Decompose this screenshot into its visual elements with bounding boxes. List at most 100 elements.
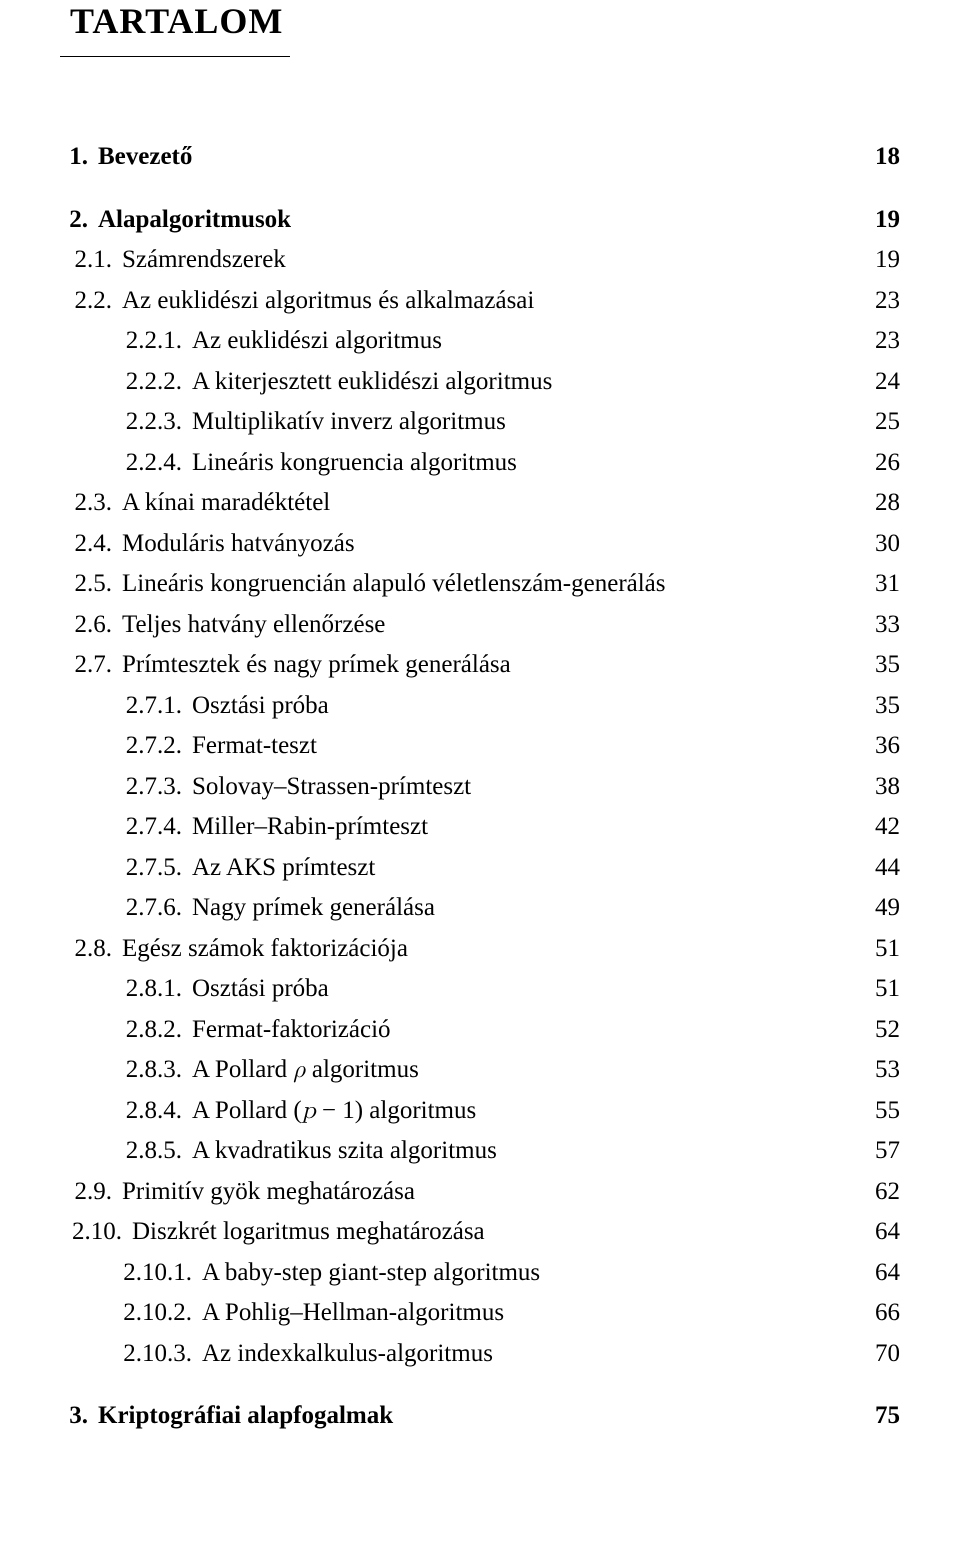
- toc-label: 1. Bevezető: [60, 137, 855, 178]
- toc-row: 2.7.3.Solovay–Strassen-prímteszt38: [60, 767, 900, 808]
- toc-page-number: 62: [855, 1172, 900, 1213]
- toc-label: 2.1.Számrendszerek: [60, 240, 855, 281]
- toc-number: 2.8.1.: [112, 969, 182, 1010]
- toc-page-number: 25: [855, 402, 900, 443]
- toc-text: Teljes hatvány ellenőrzése: [122, 611, 385, 638]
- toc-page-number: 28: [855, 483, 900, 524]
- toc-label: 2.2.3. Multiplikatív inverz algoritmus: [112, 402, 855, 443]
- toc-row: 2.8.5. A kvadratikus szita algoritmus 57: [60, 1131, 900, 1172]
- toc-number: 2.8.5.: [112, 1131, 182, 1172]
- page-content: TARTALOM 1.Bevezető182.Alapalgoritmusok1…: [0, 0, 960, 1477]
- toc-label: 2.7.2.Fermat-teszt: [112, 726, 855, 767]
- toc-text: Solovay–Strassen-prímteszt: [192, 773, 471, 800]
- toc-number: 1.: [60, 137, 88, 178]
- toc-row: 2.3.A kínai maradéktétel28: [60, 483, 900, 524]
- toc-page-number: 36: [855, 726, 900, 767]
- toc-label: 2.7.6.Nagy prímek generálása: [112, 888, 855, 929]
- toc-label: 2.7.Prímtesztek és nagy prímek generálás…: [60, 645, 855, 686]
- toc-row: 2.7.2.Fermat-teszt36: [60, 726, 900, 767]
- toc-page-number: 19: [855, 240, 900, 281]
- toc-text: Az euklidészi algoritmus és alkalmazásai: [122, 287, 534, 314]
- toc-row: 2.4.Moduláris hatványozás30: [60, 524, 900, 565]
- toc-number: 3.: [60, 1396, 88, 1437]
- toc-page-number: 23: [855, 321, 900, 362]
- toc-number: 2.8.3.: [112, 1050, 182, 1091]
- toc-number: 2.2.3.: [112, 402, 182, 443]
- toc-text: Multiplikatív inverz algoritmus: [192, 408, 506, 435]
- toc-page-number: 19: [855, 200, 900, 241]
- toc-page-number: 38: [855, 767, 900, 808]
- toc-label: 2.10.3.Az indexkalkulus-algoritmus: [112, 1334, 855, 1375]
- toc-number: 2.: [60, 200, 88, 241]
- toc-row: 1.Bevezető18: [60, 137, 900, 178]
- toc-row: 2.7.4.Miller–Rabin-prímteszt42: [60, 807, 900, 848]
- page-title: TARTALOM: [70, 0, 900, 56]
- toc-page-number: 30: [855, 524, 900, 565]
- toc-page-number: 51: [855, 969, 900, 1010]
- toc-number: 2.7.2.: [112, 726, 182, 767]
- toc-page-number: 66: [855, 1293, 900, 1334]
- toc-row: 2.8.1. Osztási próba 51: [60, 969, 900, 1010]
- toc-label: 2.8.5. A kvadratikus szita algoritmus: [112, 1131, 855, 1172]
- toc-page-number: 51: [855, 929, 900, 970]
- toc-row: 2.8. Egész számok faktorizációja 51: [60, 929, 900, 970]
- toc-page-number: 33: [855, 605, 900, 646]
- toc-number: 2.7.1.: [112, 686, 182, 727]
- toc-row: 2.7.6.Nagy prímek generálása49: [60, 888, 900, 929]
- toc-label: 2. Alapalgoritmusok: [60, 200, 855, 241]
- toc-label: 2.5.Lineáris kongruencián alapuló véletl…: [60, 564, 855, 605]
- toc-row: 2.8.3.A Pollard ρ algoritmus53: [60, 1050, 900, 1091]
- toc-number: 2.9.: [60, 1172, 112, 1213]
- toc-number: 2.6.: [60, 605, 112, 646]
- toc-page-number: 57: [855, 1131, 900, 1172]
- toc-text: A baby-step giant-step algoritmus: [202, 1259, 540, 1286]
- toc-page-number: 55: [855, 1091, 900, 1132]
- toc-label: 2.8.1. Osztási próba: [112, 969, 855, 1010]
- toc-text: Osztási próba: [192, 975, 329, 1002]
- toc-number: 2.2.: [60, 281, 112, 322]
- toc-row: 2.9.Primitív gyök meghatározása62: [60, 1172, 900, 1213]
- toc-number: 2.8.: [60, 929, 112, 970]
- toc-number: 2.2.4.: [112, 443, 182, 484]
- toc-text: A kiterjesztett euklidészi algoritmus: [192, 368, 552, 395]
- toc-page-number: 23: [855, 281, 900, 322]
- toc-label: 2.2.2.A kiterjesztett euklidészi algorit…: [112, 362, 855, 403]
- toc-row: 2.8.2.Fermat-faktorizáció52: [60, 1010, 900, 1051]
- toc-page-number: 75: [855, 1396, 900, 1437]
- toc-label: 2.2. Az euklidészi algoritmus és alkalmaz…: [60, 281, 855, 322]
- toc-row: 2.10.2.A Pohlig–Hellman-algoritmus66: [60, 1293, 900, 1334]
- toc-label: 2.6. Teljes hatvány ellenőrzése: [60, 605, 855, 646]
- toc-label: 2.9.Primitív gyök meghatározása: [60, 1172, 855, 1213]
- toc-text: A kvadratikus szita algoritmus: [192, 1137, 497, 1164]
- toc-row: 2.5.Lineáris kongruencián alapuló véletl…: [60, 564, 900, 605]
- toc-label: 2.10.2.A Pohlig–Hellman-algoritmus: [112, 1293, 855, 1334]
- toc-label: 2.3.A kínai maradéktétel: [60, 483, 855, 524]
- toc-row: 2.6. Teljes hatvány ellenőrzése 33: [60, 605, 900, 646]
- toc-text: Kriptográfiai alapfogalmak: [98, 1402, 393, 1429]
- toc-page-number: 42: [855, 807, 900, 848]
- toc-number: 2.2.1.: [112, 321, 182, 362]
- toc-text: Fermat-faktorizáció: [192, 1016, 391, 1043]
- toc-text: Egész számok faktorizációja: [122, 935, 408, 962]
- toc-page-number: 35: [855, 645, 900, 686]
- toc-label: 2.7.1. Osztási próba: [112, 686, 855, 727]
- toc-page-number: 53: [855, 1050, 900, 1091]
- toc-number: 2.7.4.: [112, 807, 182, 848]
- toc-label: 2.4.Moduláris hatványozás: [60, 524, 855, 565]
- toc-page-number: 70: [855, 1334, 900, 1375]
- toc-number: 2.7.5.: [112, 848, 182, 889]
- toc-label: 2.8.2.Fermat-faktorizáció: [112, 1010, 855, 1051]
- toc-row: 2.2.2.A kiterjesztett euklidészi algorit…: [60, 362, 900, 403]
- toc-label: 2.7.4.Miller–Rabin-prímteszt: [112, 807, 855, 848]
- table-of-contents: 1.Bevezető182.Alapalgoritmusok192.1.Szám…: [60, 137, 900, 1437]
- toc-text: Bevezető: [98, 143, 192, 170]
- toc-text: Alapalgoritmusok: [98, 206, 291, 233]
- toc-text: Moduláris hatványozás: [122, 530, 355, 557]
- toc-text: Osztási próba: [192, 692, 329, 719]
- toc-row: 2.10.Diszkrét logaritmus meghatározása64: [60, 1212, 900, 1253]
- toc-label: 2.10.1. A baby-step giant-step algoritmus: [112, 1253, 855, 1294]
- toc-text: Számrendszerek: [122, 246, 286, 273]
- title-rule: [60, 56, 290, 57]
- toc-row: 2.2. Az euklidészi algoritmus és alkalmaz…: [60, 281, 900, 322]
- toc-number: 2.10.1.: [112, 1253, 192, 1294]
